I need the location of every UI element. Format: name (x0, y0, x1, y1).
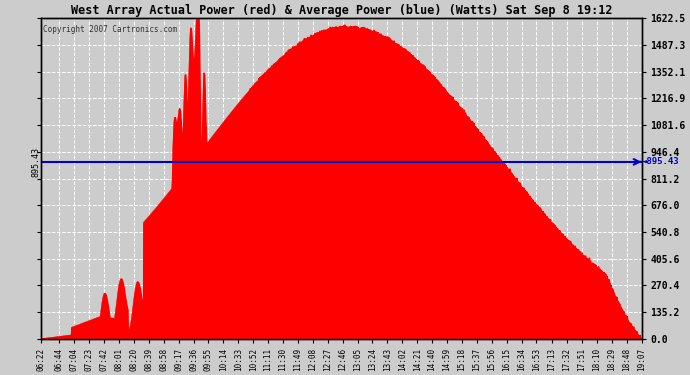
Text: 895.43: 895.43 (32, 147, 41, 177)
Text: Copyright 2007 Cartronics.com: Copyright 2007 Cartronics.com (43, 25, 177, 34)
Text: ◄895.43: ◄895.43 (642, 158, 679, 166)
Title: West Array Actual Power (red) & Average Power (blue) (Watts) Sat Sep 8 19:12: West Array Actual Power (red) & Average … (70, 4, 612, 17)
